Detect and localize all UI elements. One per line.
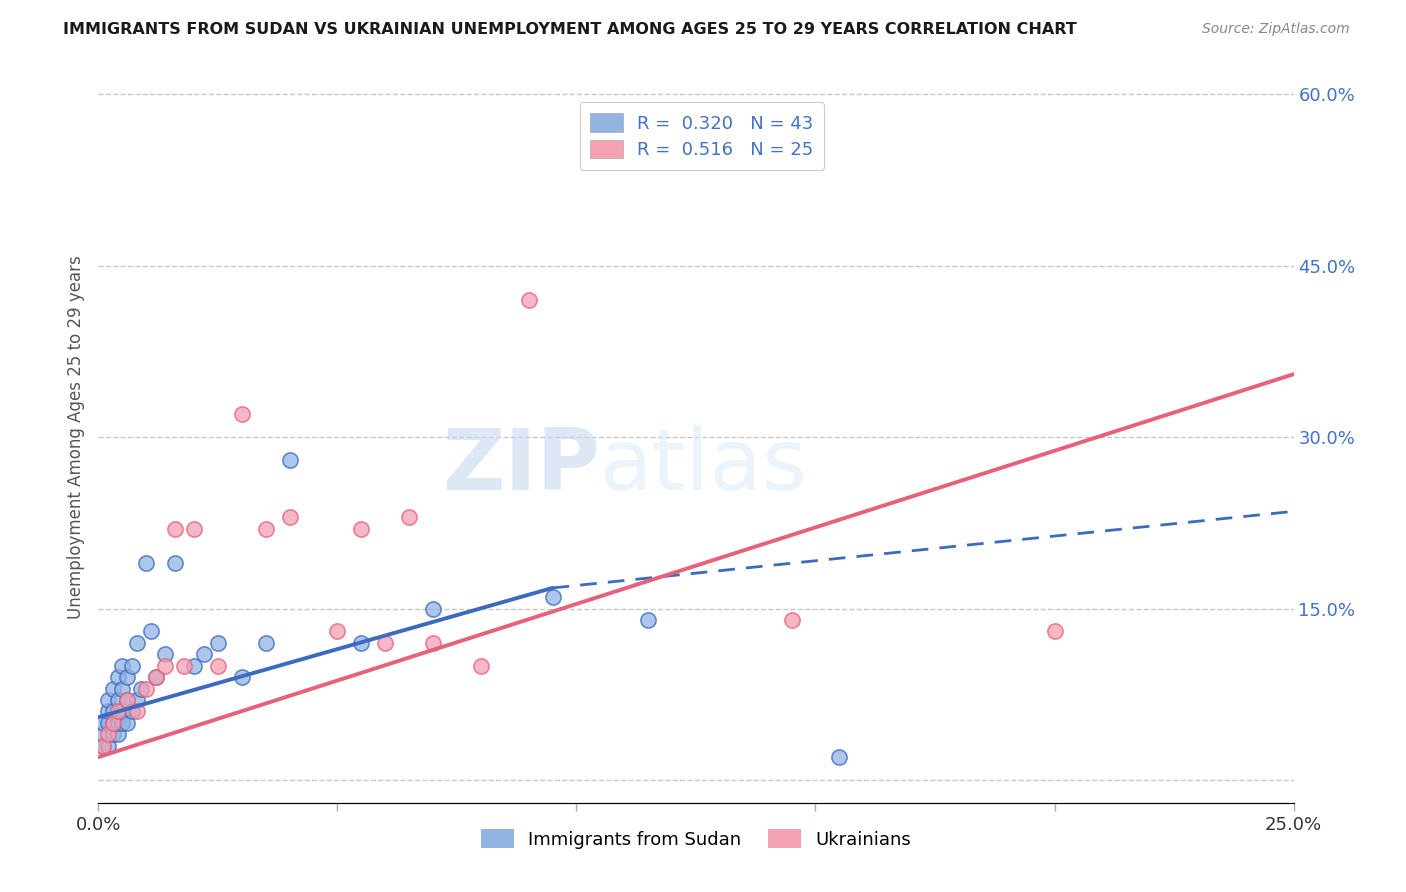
Point — [828, 750, 851, 764]
Point — [207, 658, 229, 673]
Point — [350, 636, 373, 650]
Point — [278, 453, 301, 467]
Point — [97, 739, 120, 753]
Point — [97, 705, 120, 719]
Legend: Immigrants from Sudan, Ukrainians: Immigrants from Sudan, Ukrainians — [474, 822, 918, 856]
Point — [145, 670, 167, 684]
Point — [101, 715, 124, 730]
Text: IMMIGRANTS FROM SUDAN VS UKRAINIAN UNEMPLOYMENT AMONG AGES 25 TO 29 YEARS CORREL: IMMIGRANTS FROM SUDAN VS UKRAINIAN UNEMP… — [63, 22, 1077, 37]
Point — [517, 293, 540, 307]
Point — [183, 658, 205, 673]
Text: atlas: atlas — [600, 425, 808, 508]
Point — [107, 693, 129, 707]
Point — [398, 510, 420, 524]
Point — [163, 521, 186, 535]
Point — [254, 636, 277, 650]
Point — [107, 727, 129, 741]
Point — [193, 647, 215, 661]
Point — [125, 636, 148, 650]
Text: ZIP: ZIP — [443, 425, 600, 508]
Point — [1043, 624, 1066, 639]
Point — [326, 624, 349, 639]
Point — [91, 739, 114, 753]
Point — [115, 693, 138, 707]
Point — [111, 705, 134, 719]
Point — [125, 693, 148, 707]
Point — [101, 727, 124, 741]
Point — [163, 556, 186, 570]
Point — [254, 521, 277, 535]
Point — [231, 407, 253, 421]
Point — [278, 510, 301, 524]
Point — [470, 658, 492, 673]
Point — [97, 727, 120, 741]
Point — [422, 601, 444, 615]
Point — [125, 705, 148, 719]
Point — [97, 693, 120, 707]
Point — [91, 739, 114, 753]
Point — [121, 658, 143, 673]
Point — [374, 636, 396, 650]
Point — [135, 556, 157, 570]
Point — [131, 681, 153, 696]
Point — [111, 681, 134, 696]
Point — [541, 590, 564, 604]
Point — [231, 670, 253, 684]
Point — [97, 715, 120, 730]
Point — [173, 658, 195, 673]
Point — [155, 647, 177, 661]
Point — [139, 624, 162, 639]
Point — [111, 715, 134, 730]
Point — [121, 705, 143, 719]
Point — [350, 521, 373, 535]
Point — [115, 693, 138, 707]
Point — [780, 613, 803, 627]
Point — [111, 658, 134, 673]
Point — [207, 636, 229, 650]
Point — [91, 727, 114, 741]
Point — [145, 670, 167, 684]
Point — [101, 681, 124, 696]
Point — [107, 715, 129, 730]
Point — [183, 521, 205, 535]
Point — [107, 670, 129, 684]
Point — [155, 658, 177, 673]
Text: Source: ZipAtlas.com: Source: ZipAtlas.com — [1202, 22, 1350, 37]
Point — [115, 715, 138, 730]
Point — [107, 705, 129, 719]
Point — [115, 670, 138, 684]
Point — [101, 705, 124, 719]
Point — [637, 613, 659, 627]
Point — [101, 715, 124, 730]
Point — [91, 715, 114, 730]
Y-axis label: Unemployment Among Ages 25 to 29 years: Unemployment Among Ages 25 to 29 years — [66, 255, 84, 619]
Point — [422, 636, 444, 650]
Point — [135, 681, 157, 696]
